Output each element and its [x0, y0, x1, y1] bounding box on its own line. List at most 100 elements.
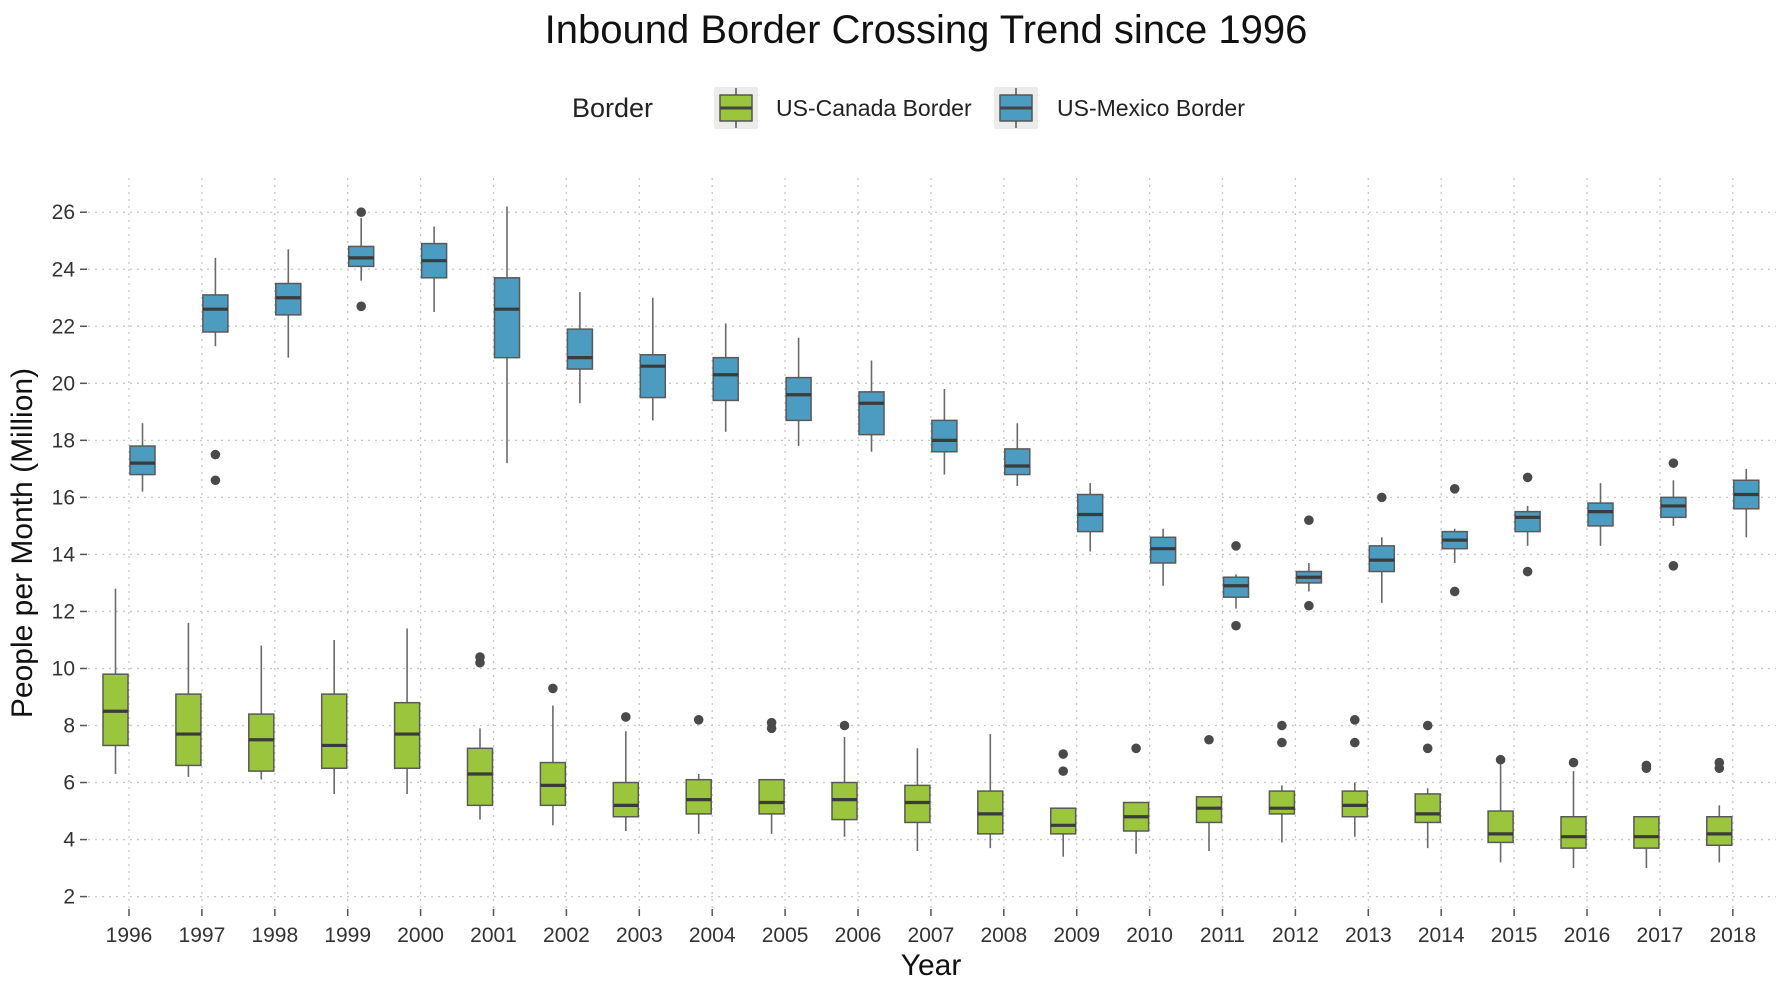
boxplot-us-mexico-border-1997 — [202, 257, 229, 486]
outlier-point — [356, 207, 367, 218]
boxplot-us-canada-border-1998 — [248, 645, 275, 780]
boxplot-us-mexico-border-2006 — [858, 360, 885, 452]
boxplot-us-canada-border-2016 — [1560, 757, 1587, 869]
outlier-point — [1668, 561, 1679, 571]
boxplot-us-mexico-border-2016 — [1587, 483, 1614, 546]
outlier-point — [475, 652, 485, 662]
box — [320, 693, 348, 770]
box — [1268, 790, 1296, 815]
outlier-point — [1522, 566, 1533, 577]
x-tick-label: 1996 — [106, 924, 153, 947]
boxplot-us-canada-border-2006 — [831, 720, 858, 837]
y-tick-label: 24 — [52, 258, 76, 281]
outlier-point — [1277, 737, 1287, 748]
box — [1514, 510, 1541, 533]
x-tick-label: 2016 — [1564, 924, 1611, 947]
y-axis-title: People per Month (Million) — [6, 368, 39, 718]
box — [493, 277, 521, 359]
boxplot-us-canada-border-2015 — [1487, 754, 1514, 863]
boxplot-us-canada-border-2013 — [1341, 714, 1369, 837]
y-tick-label: 20 — [52, 372, 75, 395]
box — [1706, 816, 1733, 847]
y-tick-label: 18 — [52, 429, 75, 452]
boxplot-us-canada-border-2007 — [904, 748, 931, 851]
box — [1487, 810, 1514, 844]
boxplot-us-canada-border-2005 — [758, 717, 785, 834]
boxplot-us-mexico-border-2000 — [420, 226, 448, 313]
outlier-point — [1377, 492, 1387, 503]
outlier-point — [1277, 720, 1287, 731]
boxplot-us-mexico-border-2009 — [1076, 483, 1104, 552]
boxplot-us-canada-border-2010 — [1122, 743, 1150, 854]
box — [466, 747, 494, 807]
boxplot-us-canada-border-2014 — [1414, 720, 1441, 849]
boxplot-us-canada-border-2018 — [1706, 757, 1733, 863]
box — [612, 781, 640, 818]
boxplot-us-mexico-border-2007 — [931, 389, 958, 475]
x-tick-label: 2018 — [1709, 924, 1756, 947]
outlier-point — [1231, 620, 1241, 631]
box — [1560, 816, 1587, 849]
outlier-point — [1422, 720, 1433, 731]
outlier-point — [210, 449, 221, 460]
boxplot-us-mexico-border-2014 — [1441, 484, 1468, 597]
outlier-point — [839, 720, 850, 731]
y-tick-label: 12 — [52, 600, 75, 623]
x-tick-label: 1998 — [251, 924, 298, 947]
box — [1587, 502, 1614, 527]
outlier-point — [1641, 760, 1652, 771]
legend: Border US-Canada Border US-Mexico Border — [572, 87, 1245, 129]
boxplot-us-canada-border-2017 — [1633, 760, 1660, 869]
box — [931, 419, 958, 453]
outlier-point — [1131, 743, 1141, 754]
box — [1414, 793, 1441, 824]
box — [1004, 448, 1031, 476]
x-axis-title: Year — [901, 949, 962, 982]
x-tick-label: 2010 — [1126, 924, 1173, 947]
box — [129, 445, 156, 476]
x-tick-label: 2002 — [543, 924, 590, 947]
outlier-point — [1058, 766, 1068, 776]
outlier-point — [1449, 484, 1460, 494]
y-tick-label: 2 — [63, 886, 75, 909]
boxplot-us-mexico-border-2002 — [566, 292, 594, 404]
boxplot-us-canada-border-2002 — [539, 683, 567, 826]
x-tick-label: 2007 — [908, 924, 955, 947]
boxplot-us-canada-border-2001 — [466, 652, 494, 820]
box — [785, 376, 812, 422]
boxplot-us-canada-border-2008 — [977, 734, 1004, 849]
boxplot-us-mexico-border-2003 — [639, 297, 667, 421]
boxplot-us-canada-border-1997 — [175, 622, 202, 777]
outlier-point — [621, 712, 631, 722]
outlier-point — [1714, 757, 1725, 768]
x-tick-label: 2005 — [762, 924, 809, 947]
y-tick-label: 4 — [63, 829, 75, 852]
outlier-point — [1522, 472, 1533, 483]
x-tick-label: 2017 — [1637, 924, 1684, 947]
outlier-point — [1304, 600, 1314, 611]
boxplot-us-mexico-border-2001 — [493, 206, 521, 464]
outlier-point — [1495, 754, 1506, 765]
x-tick-label: 2008 — [980, 924, 1027, 947]
outlier-point — [1204, 734, 1214, 745]
x-tick-label: 2006 — [835, 924, 882, 947]
boxplot-us-canada-border-2011 — [1195, 734, 1223, 851]
chart-title: Inbound Border Crossing Trend since 1996 — [545, 8, 1308, 52]
x-tick-label: 2013 — [1345, 924, 1392, 947]
grid — [88, 178, 1776, 908]
x-tick-label: 2011 — [1200, 924, 1245, 947]
box — [712, 356, 739, 402]
y-tick-label: 8 — [63, 715, 75, 738]
outlier-point — [1231, 541, 1241, 551]
outlier-point — [693, 714, 704, 725]
x-tick-label: 2004 — [689, 924, 736, 947]
y-tick-label: 10 — [52, 657, 75, 680]
x-tick-label: 2015 — [1491, 924, 1538, 947]
box — [685, 778, 712, 815]
x-tick-label: 1999 — [324, 924, 371, 947]
box — [1049, 807, 1077, 835]
legend-item-canada: US-Canada Border — [714, 87, 972, 129]
outlier-point — [1304, 515, 1314, 525]
